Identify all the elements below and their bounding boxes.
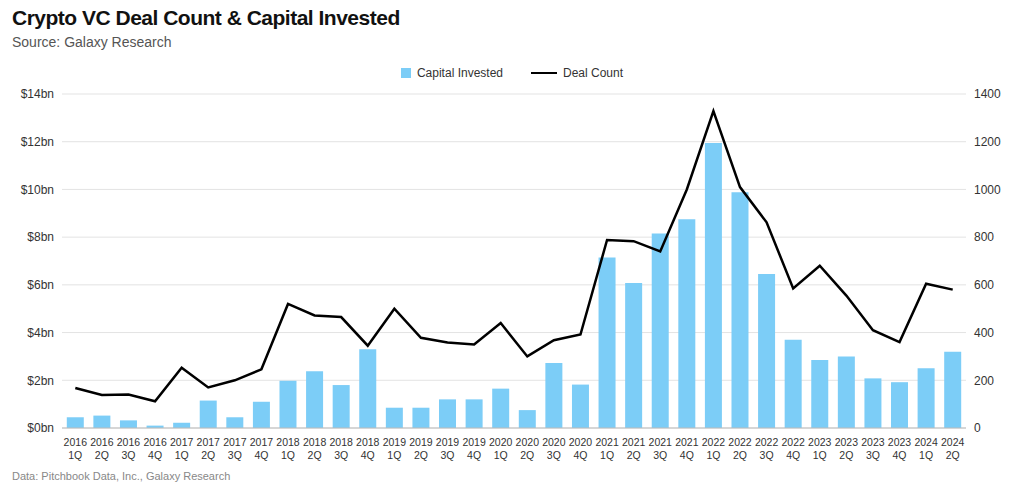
svg-text:$12bn: $12bn — [21, 135, 54, 149]
svg-text:20232Q: 20232Q — [835, 436, 859, 461]
svg-text:20174Q: 20174Q — [250, 436, 274, 461]
html-text:Data: Pitchbook Data, Inc., Ga: Data: Pitchbook Data, Inc., Galaxy Resea… — [12, 470, 231, 482]
svg-text:$10bn: $10bn — [21, 183, 54, 197]
svg-text:20184Q: 20184Q — [356, 436, 380, 461]
svg-text:20204Q: 20204Q — [569, 436, 593, 461]
svg-text:$0bn: $0bn — [27, 421, 54, 435]
html-text:Crypto VC Deal Count & Capital: Crypto VC Deal Count & Capital Invested — [12, 6, 400, 29]
svg-text:20191Q: 20191Q — [383, 436, 407, 461]
svg-text:20234Q: 20234Q — [888, 436, 912, 461]
svg-text:20242Q: 20242Q — [941, 436, 965, 461]
html-text:Source: Galaxy Research: Source: Galaxy Research — [12, 34, 172, 50]
svg-text:$4bn: $4bn — [27, 326, 54, 340]
svg-text:20223Q: 20223Q — [755, 436, 779, 461]
svg-text:20173Q: 20173Q — [223, 436, 247, 461]
svg-text:$14bn: $14bn — [21, 87, 54, 101]
svg-text:$8bn: $8bn — [27, 230, 54, 244]
svg-text:20221Q: 20221Q — [702, 436, 726, 461]
svg-text:20213Q: 20213Q — [649, 436, 673, 461]
svg-text:20181Q: 20181Q — [276, 436, 300, 461]
svg-text:20171Q: 20171Q — [170, 436, 194, 461]
svg-text:20214Q: 20214Q — [675, 436, 699, 461]
svg-text:20172Q: 20172Q — [197, 436, 221, 461]
svg-text:1400: 1400 — [974, 87, 1001, 101]
svg-text:20222Q: 20222Q — [728, 436, 752, 461]
svg-text:20183Q: 20183Q — [329, 436, 353, 461]
html-text:Capital Invested: Capital Invested — [416, 66, 503, 80]
svg-text:20163Q: 20163Q — [117, 436, 141, 461]
svg-text:1200: 1200 — [974, 135, 1001, 149]
svg-text:20162Q: 20162Q — [90, 436, 114, 461]
svg-text:$6bn: $6bn — [27, 278, 54, 292]
svg-text:20203Q: 20203Q — [542, 436, 566, 461]
svg-text:$2bn: $2bn — [27, 374, 54, 388]
html-text:Deal Count: Deal Count — [563, 66, 623, 80]
svg-text:20224Q: 20224Q — [781, 436, 805, 461]
svg-text:600: 600 — [974, 278, 994, 292]
svg-text:400: 400 — [974, 326, 994, 340]
svg-text:20233Q: 20233Q — [861, 436, 885, 461]
svg-text:20201Q: 20201Q — [489, 436, 513, 461]
svg-text:20164Q: 20164Q — [143, 436, 167, 461]
svg-text:1000: 1000 — [974, 183, 1001, 197]
svg-text:20241Q: 20241Q — [914, 436, 938, 461]
svg-text:20182Q: 20182Q — [303, 436, 327, 461]
svg-text:20212Q: 20212Q — [622, 436, 646, 461]
svg-text:0: 0 — [974, 421, 981, 435]
svg-text:200: 200 — [974, 374, 994, 388]
svg-text:20161Q: 20161Q — [64, 436, 88, 461]
svg-text:20202Q: 20202Q — [516, 436, 540, 461]
svg-text:20211Q: 20211Q — [595, 436, 619, 461]
svg-text:20193Q: 20193Q — [436, 436, 460, 461]
svg-text:20231Q: 20231Q — [808, 436, 832, 461]
svg-text:20192Q: 20192Q — [409, 436, 433, 461]
svg-text:800: 800 — [974, 230, 994, 244]
svg-text:20194Q: 20194Q — [462, 436, 486, 461]
